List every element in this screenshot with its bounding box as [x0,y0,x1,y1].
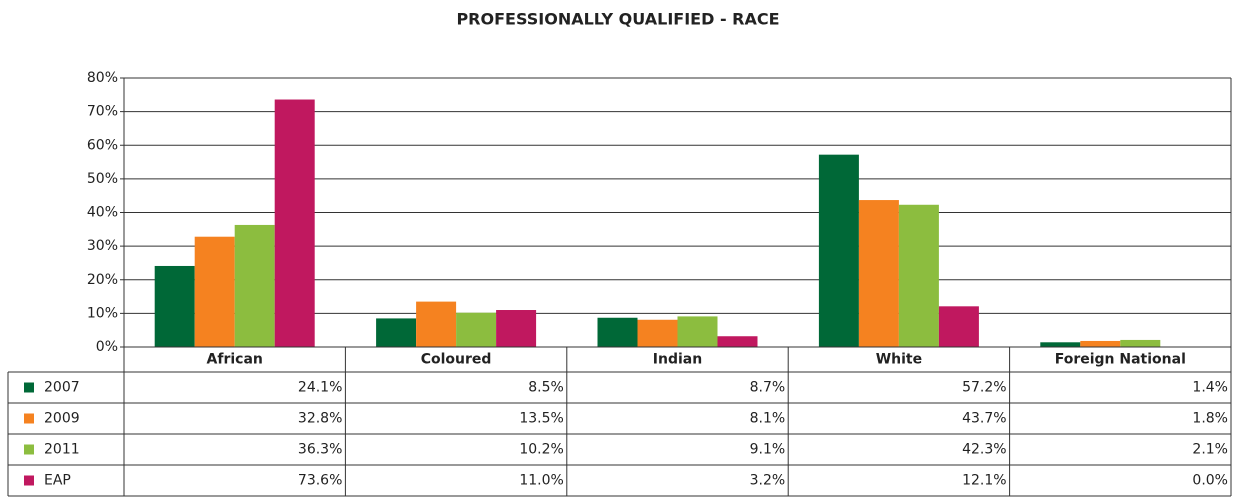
table-value: 24.1% [298,380,342,396]
x-tick-label: Coloured [421,352,492,368]
table-value: 57.2% [962,380,1006,396]
table-value: 9.1% [750,442,786,458]
table-value: 1.8% [1192,411,1228,427]
bar [898,204,939,347]
table-value: 32.8% [298,411,342,427]
legend-label: 2009 [44,411,80,427]
y-tick-label: 30% [87,238,118,254]
bar [1040,342,1081,347]
y-tick-label: 50% [87,171,118,187]
bar [274,99,315,348]
bar [818,154,859,347]
legend-label: 2007 [44,380,80,396]
table-value: 43.7% [962,411,1006,427]
legend-swatch [24,382,34,393]
y-tick-label: 80% [87,70,118,86]
table-value: 8.5% [528,380,564,396]
legend-swatch [24,444,34,455]
bar [1080,340,1121,347]
table-value: 11.0% [519,473,563,489]
table-value: 10.2% [519,442,563,458]
x-tick-label: Indian [653,352,702,368]
table-value: 2.1% [1192,442,1228,458]
legend-label: 2011 [44,442,80,458]
bar [677,316,718,347]
bar [597,317,638,347]
bar [154,265,195,347]
legend-swatch [24,475,34,486]
bar [858,200,899,347]
x-tick-label: White [876,352,922,368]
bar [416,301,457,347]
table-value: 12.1% [962,473,1006,489]
y-tick-label: 70% [87,104,118,120]
bar [496,310,537,347]
bar [717,336,758,347]
bar [456,312,497,347]
table-value: 36.3% [298,442,342,458]
table-value: 13.5% [519,411,563,427]
table-value: 0.0% [1192,473,1228,489]
bar [637,319,678,347]
table-value: 1.4% [1192,380,1228,396]
legend-label: EAP [44,473,71,489]
chart-title: PROFESSIONALLY QUALIFIED - RACE [456,10,779,29]
y-tick-label: 0% [96,339,118,355]
table-value: 3.2% [750,473,786,489]
table-value: 8.1% [750,411,786,427]
y-tick-label: 60% [87,137,118,153]
x-tick-label: African [207,352,263,368]
bar [194,236,235,347]
x-tick-label: Foreign National [1055,352,1186,368]
bar [376,318,417,347]
bar [234,224,275,347]
table-value: 8.7% [750,380,786,396]
legend-swatch [24,413,34,424]
bar [1120,339,1161,347]
y-tick-label: 40% [87,205,118,221]
bar [938,306,979,347]
y-tick-label: 20% [87,272,118,288]
table-value: 42.3% [962,442,1006,458]
table-value: 73.6% [298,473,342,489]
y-tick-label: 10% [87,305,118,321]
